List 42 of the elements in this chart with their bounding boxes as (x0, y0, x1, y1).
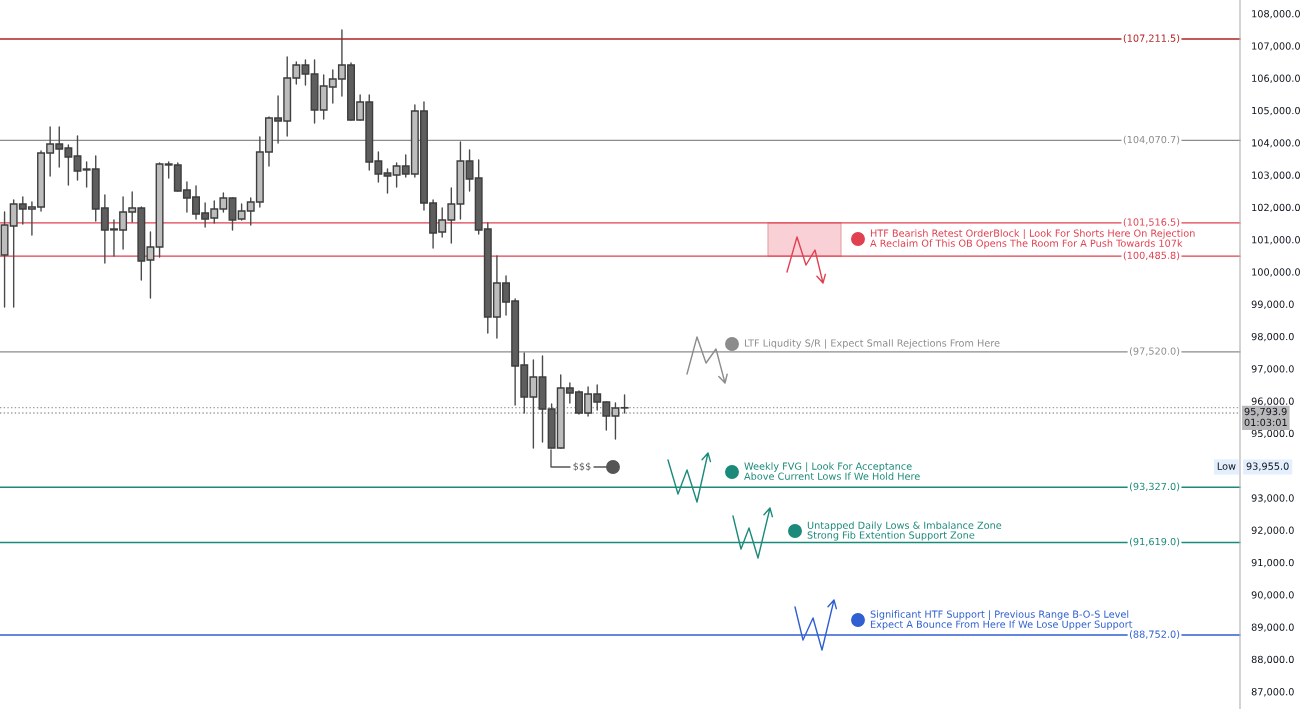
ref-line-label: (100,485.8) (1123, 251, 1180, 261)
ref-line-label: (97,520.0) (1129, 347, 1180, 356)
y-tick-label: 102,000.0 (1252, 203, 1300, 213)
y-tick-label: 88,000.0 (1251, 655, 1294, 665)
annotation: LTF Liqudity S/R | Expect Small Rejections From Here (744, 339, 1000, 349)
y-tick-label: 108,000.0 (1252, 10, 1300, 19)
y-tick-label: 87,000.0 (1251, 688, 1294, 697)
ref-line-label: (93,327.0) (1129, 482, 1180, 492)
y-tick-label: 103,000.0 (1252, 171, 1300, 180)
y-tick-label: 101,000.0 (1252, 236, 1300, 245)
ref-line-label: (88,752.0) (1129, 630, 1180, 639)
y-tick-label: 92,000.0 (1251, 526, 1294, 535)
candlestick (73, 135, 82, 181)
annotation: Low (1217, 462, 1236, 470)
y-tick-label: 97,000.0 (1251, 365, 1294, 374)
ref-line-label: (91,619.0) (1129, 537, 1180, 547)
candlestick (620, 394, 629, 414)
annotation: Weekly FVG | Look For Acceptance Above Current Lows If We Hold Here (744, 462, 920, 480)
y-tick-label: 104,000.0 (1252, 139, 1300, 148)
y-tick-label: 105,000.0 (1252, 106, 1300, 116)
candlestick (228, 197, 237, 231)
ref-line-label: (101,516.5) (1123, 218, 1180, 227)
candlestick (383, 168, 392, 194)
y-tick-label: 99,000.0 (1251, 300, 1294, 309)
y-tick-label: 107,000.0 (1252, 42, 1300, 51)
annotation: Untapped Daily Lows & Imbalance Zone Strong Fib Extention Support Zone (807, 521, 1002, 541)
y-tick-label: 96,000.0 (1251, 397, 1294, 406)
ref-line-label: (107,211.5) (1123, 34, 1180, 43)
annotation: $$$ (573, 462, 591, 472)
y-tick-label: 98,000.0 (1251, 332, 1294, 342)
y-tick-label: 90,000.0 (1251, 591, 1294, 600)
text: 93,955.0 (1246, 462, 1289, 471)
y-tick-label: 106,000.0 (1252, 74, 1300, 83)
ref-line-label: (104,070.7) (1123, 135, 1180, 145)
ref-line-label: 95,793.9 01:03:01 (1244, 407, 1287, 427)
y-tick-label: 95,000.0 (1251, 429, 1294, 439)
y-tick-label: 89,000.0 (1251, 623, 1294, 632)
y-tick-label: 100,000.0 (1252, 268, 1300, 277)
y-tick-label: 93,000.0 (1251, 494, 1294, 503)
y-tick-label: 91,000.0 (1251, 558, 1294, 568)
annotation: Significant HTF Support | Previous Range B-O-S Level Expect A Bounce From Here If We Lose Upper Support (870, 610, 1133, 630)
annotation: HTF Bearish Retest OrderBlock | Look For Shorts Here On Rejection A Reclaim Of This OB Opens The Room For A Push Towards 107k (870, 229, 1195, 249)
